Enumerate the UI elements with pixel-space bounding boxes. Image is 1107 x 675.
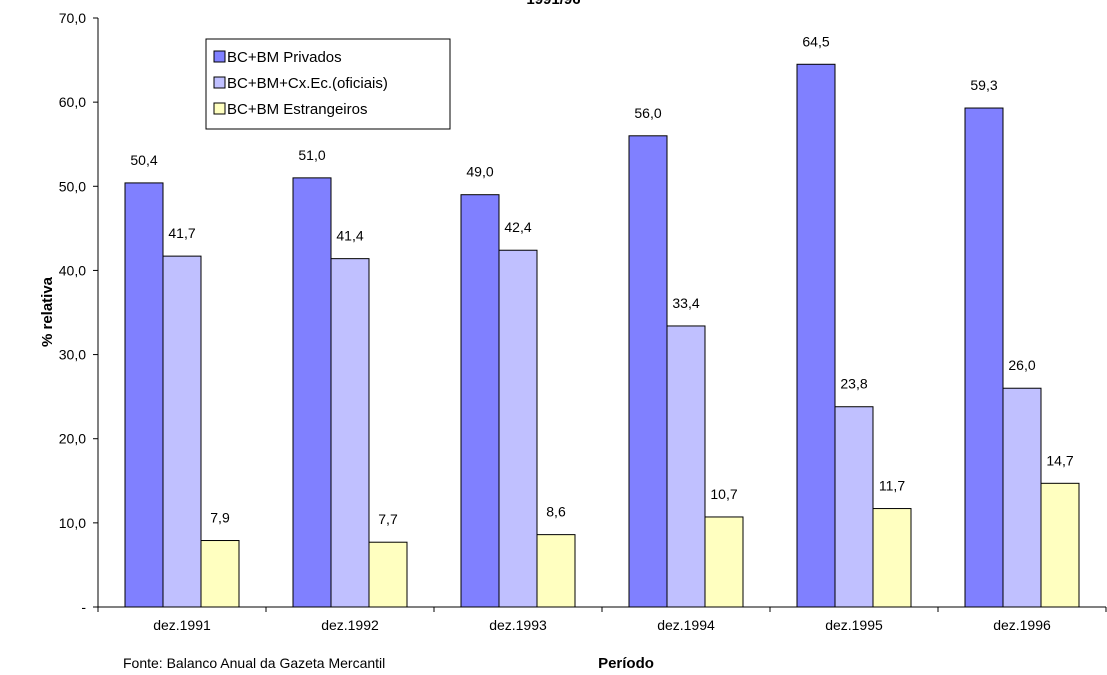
bar bbox=[964, 107, 1004, 608]
source-note: Fonte: Balanco Anual da Gazeta Mercantil bbox=[123, 655, 386, 671]
bar bbox=[292, 177, 332, 608]
bar bbox=[330, 258, 370, 608]
legend-label: BC+BM+Cx.Ec.(oficiais) bbox=[227, 75, 388, 92]
legend-label: BC+BM Privados bbox=[227, 49, 342, 66]
bar bbox=[704, 516, 744, 608]
bar bbox=[796, 63, 836, 608]
bar bbox=[628, 135, 668, 608]
y-tick-label: 40,0 bbox=[59, 262, 86, 278]
y-tick-label: 30,0 bbox=[59, 347, 86, 363]
legend-swatch bbox=[213, 50, 226, 63]
data-label: 56,0 bbox=[634, 105, 661, 121]
bar bbox=[536, 534, 576, 608]
data-label: 49,0 bbox=[466, 164, 493, 180]
x-tick-label: dez.1993 bbox=[489, 617, 547, 633]
bar bbox=[124, 182, 164, 608]
data-label: 7,9 bbox=[210, 510, 230, 526]
chart-title: 1991/96 bbox=[0, 0, 1107, 9]
data-label: 51,0 bbox=[298, 147, 325, 163]
data-label: 23,8 bbox=[840, 376, 867, 392]
y-tick-label: 10,0 bbox=[59, 515, 86, 531]
bar bbox=[1040, 482, 1080, 608]
y-axis-title: % relativa bbox=[39, 276, 56, 347]
bar bbox=[498, 249, 538, 608]
data-label: 41,7 bbox=[168, 225, 195, 241]
legend-label: BC+BM Estrangeiros bbox=[227, 101, 367, 118]
data-label: 59,3 bbox=[970, 77, 997, 93]
data-label: 8,6 bbox=[546, 504, 566, 520]
data-label: 33,4 bbox=[672, 295, 699, 311]
data-label: 26,0 bbox=[1008, 357, 1035, 373]
data-label: 50,4 bbox=[130, 152, 157, 168]
x-tick-label: dez.1991 bbox=[153, 617, 211, 633]
data-label: 41,4 bbox=[336, 228, 363, 244]
bar bbox=[200, 540, 240, 608]
bar bbox=[1002, 387, 1042, 608]
data-label: 11,7 bbox=[879, 478, 905, 494]
y-tick-label: 70,0 bbox=[59, 10, 86, 26]
x-tick-label: dez.1992 bbox=[321, 617, 379, 633]
data-label: 14,7 bbox=[1046, 452, 1073, 468]
data-label: 7,7 bbox=[378, 511, 398, 527]
bar bbox=[872, 508, 912, 608]
y-tick-label: - bbox=[81, 599, 86, 615]
bar bbox=[162, 255, 202, 608]
data-label: 10,7 bbox=[710, 486, 737, 502]
legend-swatch bbox=[213, 102, 226, 115]
bar bbox=[666, 325, 706, 608]
data-label: 42,4 bbox=[504, 219, 531, 235]
legend-box bbox=[205, 38, 451, 130]
bar bbox=[368, 541, 408, 608]
x-tick-label: dez.1996 bbox=[993, 617, 1051, 633]
y-tick-label: 20,0 bbox=[59, 431, 86, 447]
y-tick-label: 50,0 bbox=[59, 178, 86, 194]
data-label: 64,5 bbox=[802, 33, 829, 49]
y-tick-label: 60,0 bbox=[59, 94, 86, 110]
x-tick-label: dez.1994 bbox=[657, 617, 715, 633]
bar bbox=[460, 194, 500, 608]
x-tick-label: dez.1995 bbox=[825, 617, 883, 633]
bar bbox=[834, 406, 874, 608]
x-axis-title: Período bbox=[598, 655, 654, 672]
legend-swatch bbox=[213, 76, 226, 89]
